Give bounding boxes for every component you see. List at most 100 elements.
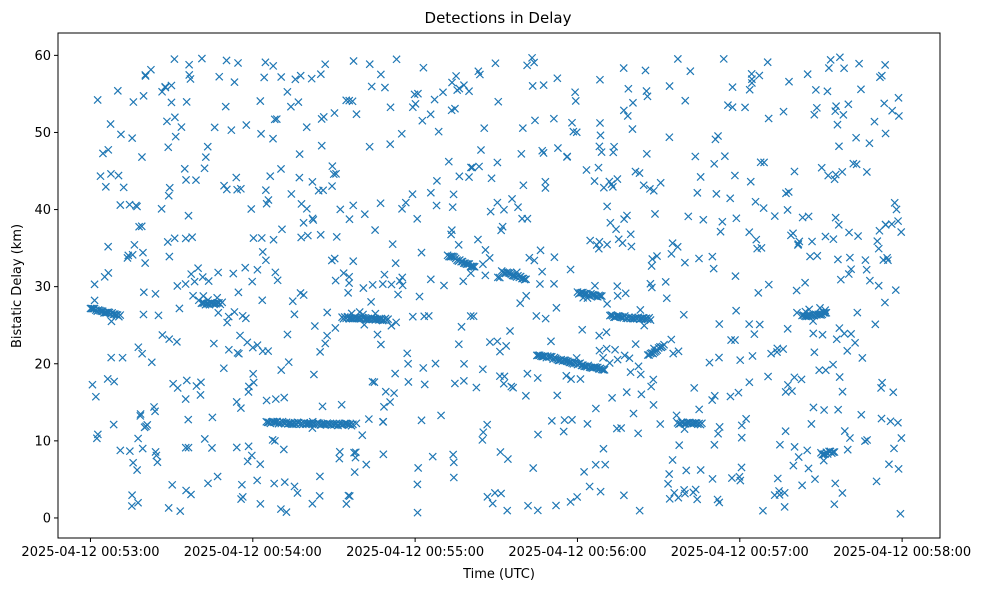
data-point-578 <box>348 97 357 106</box>
data-point-944 <box>635 506 644 515</box>
data-point-693 <box>237 480 246 489</box>
data-point-846 <box>715 320 724 329</box>
data-point-733 <box>571 88 580 97</box>
y-tick-label-2: 20 <box>34 357 51 372</box>
data-point-724 <box>838 488 847 498</box>
data-point-702 <box>894 464 903 473</box>
y-axis-label: Bistatic Delay (km) <box>10 224 25 348</box>
data-point-1023 <box>203 479 213 488</box>
data-point-777 <box>741 103 750 112</box>
data-point-997 <box>308 424 317 433</box>
data-point-1170 <box>817 163 826 172</box>
data-point-928 <box>466 269 475 278</box>
data-point-731 <box>621 289 630 298</box>
data-point-908 <box>272 115 281 124</box>
data-point-1225 <box>682 466 691 475</box>
data-point-913 <box>457 322 466 331</box>
data-point-367 <box>530 58 539 67</box>
data-point-528 <box>150 402 159 412</box>
data-point-1083 <box>634 429 643 438</box>
data-point-892 <box>670 488 679 497</box>
data-point-425 <box>637 390 646 399</box>
data-point-801 <box>820 406 829 415</box>
data-point-529 <box>182 97 191 106</box>
data-point-786 <box>639 181 648 190</box>
data-point-948 <box>497 489 506 498</box>
data-point-1126 <box>233 185 242 194</box>
data-point-1011 <box>894 111 903 121</box>
data-point-740 <box>208 413 217 422</box>
data-point-721 <box>496 448 505 457</box>
data-point-791 <box>344 288 353 297</box>
data-point-1060 <box>631 167 640 176</box>
data-point-447 <box>818 330 827 339</box>
data-point-984 <box>316 347 325 356</box>
data-point-355 <box>815 366 824 375</box>
data-point-452 <box>710 440 719 449</box>
data-point-797 <box>844 270 853 279</box>
data-point-560 <box>736 356 745 365</box>
data-point-701 <box>539 148 548 157</box>
data-point-1041 <box>269 61 278 70</box>
data-point-1059 <box>376 199 385 208</box>
y-tick-label-5: 50 <box>34 126 51 141</box>
data-point-734 <box>845 253 854 262</box>
data-point-866 <box>792 308 801 317</box>
data-point-586 <box>605 358 614 368</box>
data-point-1178 <box>453 86 462 95</box>
data-point-726 <box>840 64 849 73</box>
data-point-231 <box>600 365 609 374</box>
data-point-1157 <box>335 454 344 463</box>
data-point-947 <box>349 257 358 266</box>
data-point-668 <box>162 117 171 126</box>
x-tick-label-2: 2025-04-12 00:55:00 <box>346 545 484 560</box>
data-point-465 <box>165 252 174 261</box>
data-point-769 <box>732 214 741 223</box>
data-point-932 <box>694 254 704 263</box>
data-point-1145 <box>318 402 327 411</box>
data-point-1022 <box>810 110 819 119</box>
data-point-474 <box>857 410 866 419</box>
data-point-440 <box>182 175 191 184</box>
data-point-1147 <box>835 324 844 333</box>
data-point-1216 <box>339 269 348 278</box>
data-point-898 <box>125 200 134 209</box>
data-point-1125 <box>823 87 832 96</box>
data-point-534 <box>838 167 847 176</box>
data-point-412 <box>295 150 304 159</box>
data-point-614 <box>123 253 132 262</box>
data-point-1180 <box>597 148 606 157</box>
data-point-616 <box>198 273 207 282</box>
data-point-373 <box>631 340 640 349</box>
data-point-1160 <box>283 330 292 339</box>
data-point-700 <box>170 234 179 243</box>
data-point-871 <box>499 379 508 388</box>
data-point-617 <box>342 96 351 105</box>
data-point-1035 <box>186 74 195 83</box>
data-point-842 <box>447 78 457 87</box>
data-point-1186 <box>798 213 807 222</box>
data-point-493 <box>448 203 457 212</box>
data-point-804 <box>303 231 312 240</box>
data-point-729 <box>595 346 604 355</box>
data-point-957 <box>460 359 469 368</box>
data-point-415 <box>636 370 645 379</box>
data-point-1090 <box>309 215 318 224</box>
data-point-1020 <box>134 434 143 443</box>
data-point-1070 <box>287 189 296 198</box>
data-point-584 <box>294 98 303 107</box>
data-point-1 <box>87 304 96 313</box>
data-point-561 <box>297 233 306 242</box>
data-point-754 <box>184 415 193 424</box>
data-point-25 <box>143 420 152 429</box>
data-point-379 <box>758 506 767 515</box>
data-point-403 <box>147 358 156 367</box>
data-point-753 <box>296 71 305 80</box>
data-point-1034 <box>204 295 213 305</box>
data-point-439 <box>625 354 634 363</box>
data-point-747 <box>232 443 241 452</box>
data-point-684 <box>547 416 556 425</box>
data-point-720 <box>863 435 872 444</box>
data-point-434 <box>792 286 801 295</box>
data-point-799 <box>190 277 199 286</box>
